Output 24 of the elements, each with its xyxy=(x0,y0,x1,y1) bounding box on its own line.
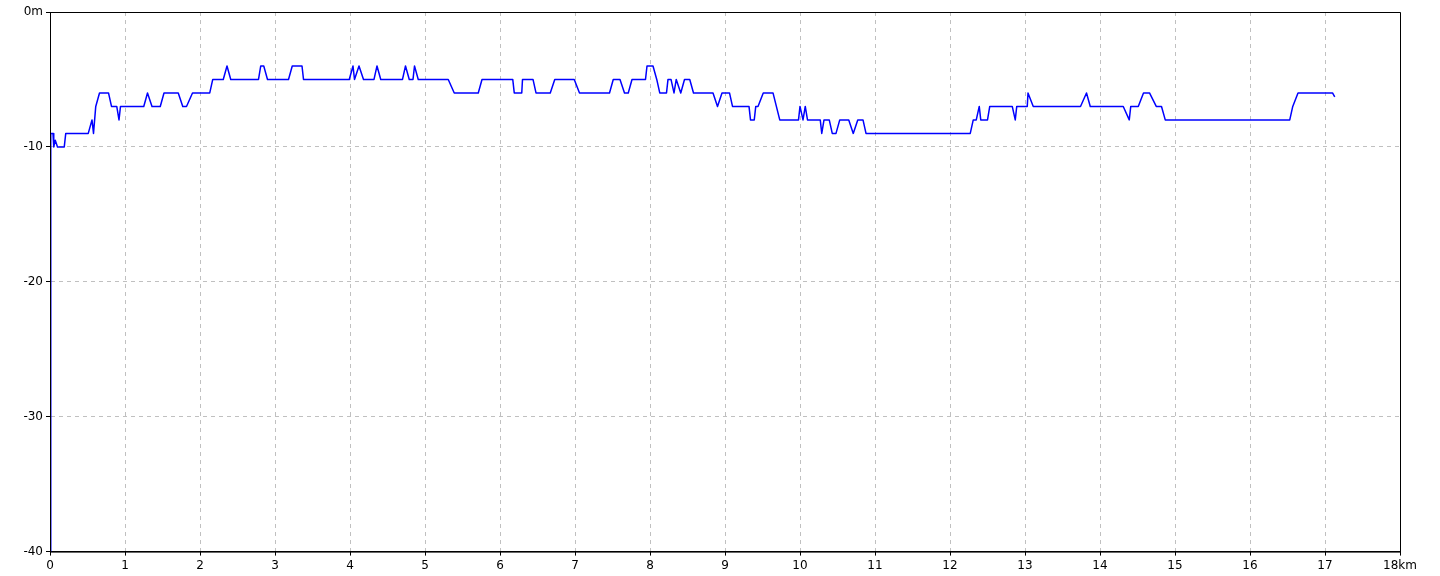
x-tick-label: 16 xyxy=(1242,557,1258,572)
x-tick-label: 9 xyxy=(721,557,729,572)
x-tick-label: 10 xyxy=(792,557,808,572)
x-tick-label: 2 xyxy=(196,557,204,572)
x-tick-label: 7 xyxy=(571,557,579,572)
x-tick-label: 0 xyxy=(46,557,54,572)
x-tick-label: 8 xyxy=(646,557,654,572)
x-tick-label: 4 xyxy=(346,557,354,572)
x-tick-label: 1 xyxy=(121,557,129,572)
x-tick-label: 5 xyxy=(421,557,429,572)
y-tick-label: -40 xyxy=(23,543,43,558)
x-tick-label: 12 xyxy=(942,557,958,572)
x-tick-label: 17 xyxy=(1317,557,1333,572)
x-tick-label: 6 xyxy=(496,557,504,572)
y-tick-label: -20 xyxy=(23,273,43,288)
y-tick-label: -10 xyxy=(23,139,43,154)
x-tick-label: 14 xyxy=(1092,557,1108,572)
y-tick-label: 0m xyxy=(23,4,43,19)
x-tick-label: 18km xyxy=(1383,557,1417,572)
x-tick-label: 11 xyxy=(867,557,883,572)
x-tick-label: 3 xyxy=(271,557,279,572)
y-tick-label: -30 xyxy=(23,408,43,423)
x-tick-label: 15 xyxy=(1167,557,1183,572)
x-tick-label: 13 xyxy=(1017,557,1033,572)
